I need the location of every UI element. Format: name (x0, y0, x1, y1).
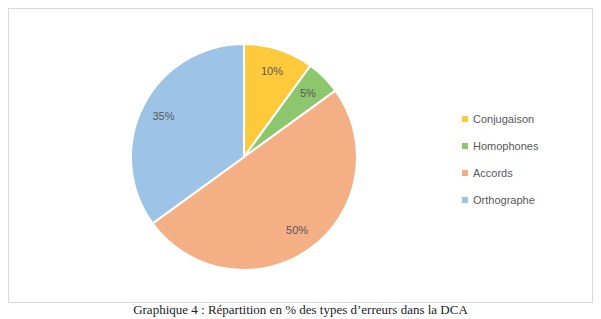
data-label: 5% (300, 87, 316, 99)
chart-svg: 10% 5% 50% 35% Conjugaison Homophones Accords O… (0, 0, 601, 319)
legend-label: Orthographe (473, 194, 535, 206)
data-labels: 10% 5% 50% 35% (152, 65, 316, 236)
data-label: 35% (152, 110, 174, 122)
legend-swatch (462, 116, 468, 122)
legend: Conjugaison Homophones Accords Orthographe (462, 113, 539, 206)
data-label: 50% (286, 224, 308, 236)
chart-title: Graphique 4 : Répartition en % des types… (133, 302, 468, 317)
chart-frame (9, 9, 593, 303)
pie-slice (131, 44, 244, 223)
legend-swatch (462, 197, 468, 203)
legend-swatch (462, 170, 468, 176)
legend-label: Accords (473, 167, 513, 179)
chart-container: 10% 5% 50% 35% Conjugaison Homophones Accords O… (0, 0, 601, 319)
pie (131, 44, 357, 270)
legend-label: Conjugaison (473, 113, 534, 125)
legend-swatch (462, 143, 468, 149)
data-label: 10% (261, 65, 283, 77)
legend-label: Homophones (473, 140, 539, 152)
